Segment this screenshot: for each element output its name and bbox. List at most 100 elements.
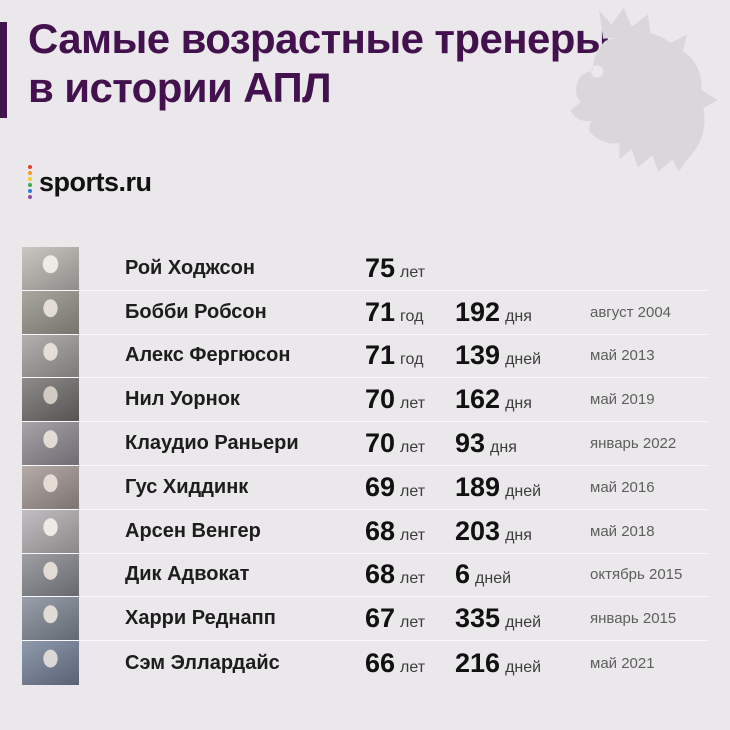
- age-cell: 68 лет: [365, 516, 455, 547]
- manager-name: Алекс Фергюсон: [125, 344, 291, 367]
- age-value: 70: [365, 384, 396, 415]
- age-unit: лет: [400, 395, 426, 413]
- record-date: май 2019: [590, 391, 655, 409]
- record-date: май 2021: [590, 654, 655, 672]
- manager-photo: [22, 378, 79, 422]
- age-unit: лет: [400, 439, 426, 457]
- days-value: 189: [455, 471, 501, 502]
- days-value: 139: [455, 340, 501, 371]
- manager-name: Харри Реднапп: [125, 607, 276, 630]
- days-unit: дней: [505, 351, 542, 369]
- days-unit: дней: [505, 482, 542, 500]
- table-row: Дик Адвокат 68 лет 6 дней октябрь 2015: [22, 553, 708, 598]
- days-value: 335: [455, 603, 501, 634]
- manager-name: Дик Адвокат: [125, 563, 250, 586]
- table-row: Бобби Робсон 71 год 192 дня август 2004: [22, 290, 708, 335]
- page-title-line1: Самые возрастные тренеры: [28, 15, 611, 62]
- table-row: Харри Реднапп 67 лет 335 дней январь 2015: [22, 597, 708, 642]
- sports-ru-logo: sports.ru: [28, 165, 152, 199]
- age-value: 67: [365, 603, 396, 634]
- sports-ru-dots-icon: [28, 165, 32, 199]
- days-cell: 162 дня: [455, 384, 590, 415]
- days-value: 162: [455, 384, 501, 415]
- age-unit: лет: [400, 482, 426, 500]
- table-row: Рой Ходжсон 75 лет: [22, 247, 708, 291]
- age-value: 68: [365, 559, 396, 590]
- age-unit: лет: [400, 570, 426, 588]
- age-unit: лет: [400, 526, 426, 544]
- age-unit: год: [400, 351, 424, 369]
- days-cell: 203 дня: [455, 516, 590, 547]
- record-date: май 2016: [590, 478, 655, 496]
- age-value: 75: [365, 252, 396, 283]
- manager-name: Арсен Венгер: [125, 519, 261, 542]
- manager-photo: [22, 290, 79, 334]
- record-date: май 2018: [590, 522, 655, 540]
- age-cell: 75 лет: [365, 253, 455, 284]
- days-cell: 216 дней: [455, 648, 590, 679]
- manager-photo: [22, 641, 79, 685]
- days-unit: дней: [475, 570, 512, 588]
- age-cell: 71 год: [365, 297, 455, 328]
- days-cell: 6 дней: [455, 559, 590, 590]
- manager-photo: [22, 553, 79, 597]
- record-date: октябрь 2015: [590, 566, 683, 584]
- manager-photo: [22, 422, 79, 465]
- sports-ru-wordmark: sports.ru: [39, 166, 152, 197]
- age-unit: год: [400, 307, 424, 325]
- age-cell: 66 лет: [365, 648, 455, 679]
- days-unit: дней: [505, 658, 542, 676]
- days-value: 6: [455, 559, 471, 590]
- days-cell: 335 дней: [455, 603, 590, 634]
- page-title: Самые возрастные тренеры в истории АПЛ: [28, 14, 611, 112]
- days-cell: 192 дня: [455, 297, 590, 328]
- days-cell: 93 дня: [455, 428, 590, 459]
- age-unit: лет: [400, 614, 426, 632]
- premier-league-lion-icon: [570, 8, 718, 172]
- record-date: август 2004: [590, 303, 672, 321]
- age-cell: 70 лет: [365, 428, 455, 459]
- table-row: Нил Уорнок 70 лет 162 дня май 2019: [22, 378, 708, 423]
- age-value: 69: [365, 471, 396, 502]
- page-title-line2: в истории АПЛ: [28, 64, 332, 112]
- days-unit: дня: [490, 439, 517, 457]
- manager-name: Бобби Робсон: [125, 300, 267, 323]
- manager-photo: [22, 334, 79, 378]
- age-value: 66: [365, 647, 396, 678]
- manager-name: Сэм Эллардайс: [125, 651, 280, 674]
- manager-name: Нил Уорнок: [125, 388, 240, 411]
- table-row: Алекс Фергюсон 71 год 139 дней май 2013: [22, 334, 708, 379]
- manager-name: Рой Ходжсон: [125, 256, 255, 279]
- days-value: 93: [455, 428, 486, 459]
- days-unit: дня: [505, 526, 532, 544]
- manager-photo: [22, 247, 79, 290]
- table-row: Клаудио Раньери 70 лет 93 дня январь 2022: [22, 422, 708, 466]
- age-cell: 67 лет: [365, 603, 455, 634]
- days-unit: дней: [505, 614, 542, 632]
- age-value: 70: [365, 428, 396, 459]
- record-date: январь 2015: [590, 610, 677, 628]
- age-value: 71: [365, 340, 396, 371]
- title-accent-bar: [0, 22, 7, 118]
- days-unit: дня: [505, 395, 532, 413]
- age-unit: лет: [400, 658, 426, 676]
- days-value: 203: [455, 515, 501, 546]
- age-cell: 70 лет: [365, 384, 455, 415]
- days-cell: 139 дней: [455, 340, 590, 371]
- age-value: 68: [365, 515, 396, 546]
- age-value: 71: [365, 296, 396, 327]
- manager-name: Клаудио Раньери: [125, 432, 299, 455]
- manager-photo: [22, 597, 79, 641]
- age-cell: 69 лет: [365, 472, 455, 503]
- table-row: Гус Хиддинк 69 лет 189 дней май 2016: [22, 465, 708, 510]
- managers-table: Рой Ходжсон 75 лет Бобби Робсон 71 год 192…: [22, 247, 708, 685]
- age-cell: 68 лет: [365, 559, 455, 590]
- table-row: Арсен Венгер 68 лет 203 дня май 2018: [22, 509, 708, 554]
- days-unit: дня: [505, 307, 532, 325]
- days-value: 216: [455, 647, 501, 678]
- record-date: май 2013: [590, 347, 655, 365]
- manager-name: Гус Хиддинк: [125, 475, 249, 498]
- age-unit: лет: [400, 263, 426, 281]
- record-date: январь 2022: [590, 435, 677, 453]
